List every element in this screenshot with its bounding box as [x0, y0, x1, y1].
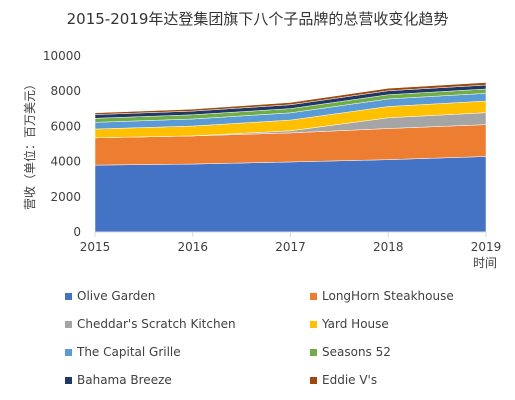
legend-swatch	[310, 376, 317, 384]
y-tick-label: 10000	[43, 49, 81, 63]
legend-item: The Capital Grille	[65, 344, 181, 360]
legend-item: Olive Garden	[65, 288, 155, 304]
legend-item: Bahama Breeze	[65, 372, 172, 388]
legend-label: LongHorn Steakhouse	[322, 289, 454, 303]
legend-swatch	[310, 292, 317, 300]
legend-label: Cheddar's Scratch Kitchen	[77, 317, 236, 331]
legend-item: Eddie V's	[310, 372, 377, 388]
x-tick-label: 2015	[80, 240, 111, 254]
legend-label: The Capital Grille	[77, 345, 181, 359]
legend-item: Cheddar's Scratch Kitchen	[65, 316, 236, 332]
legend-item: Yard House	[310, 316, 389, 332]
legend-item: Seasons 52	[310, 344, 391, 360]
y-axis-ticks: 0 2000 4000 6000 8000 10000	[43, 49, 81, 239]
x-tick-label: 2017	[275, 240, 306, 254]
y-tick-label: 4000	[50, 155, 81, 169]
y-tick-label: 6000	[50, 119, 81, 133]
legend-swatch	[65, 376, 72, 384]
legend-swatch	[310, 320, 317, 328]
y-tick-label: 2000	[50, 190, 81, 204]
chart-areas	[94, 82, 487, 233]
legend-label: Yard House	[322, 317, 389, 331]
x-tick-label: 2019	[471, 240, 502, 254]
legend-swatch	[65, 292, 72, 300]
legend-label: Olive Garden	[77, 289, 156, 303]
legend-item: LongHorn Steakhouse	[310, 288, 454, 304]
x-tick-label: 2018	[373, 240, 404, 254]
legend-label: Eddie V's	[322, 373, 378, 387]
x-tick-label: 2016	[177, 240, 208, 254]
y-tick-label: 8000	[50, 84, 81, 98]
legend-label: Bahama Breeze	[77, 373, 172, 387]
legend-swatch	[65, 320, 72, 328]
chart-title: 2015-2019年达登集团旗下八个子品牌的总营收变化趋势	[66, 10, 449, 28]
y-axis-label: 营收（单位：百万美元）	[22, 78, 37, 210]
area-series-0	[94, 156, 487, 233]
legend-swatch	[310, 348, 317, 356]
y-tick-label: 0	[73, 225, 81, 239]
x-axis-ticks: 2015 2016 2017 2018 2019	[80, 232, 502, 254]
x-axis-label: 时间	[473, 256, 497, 270]
legend-label: Seasons 52	[322, 345, 391, 359]
legend-swatch	[65, 348, 72, 356]
area-series-7	[94, 82, 487, 115]
